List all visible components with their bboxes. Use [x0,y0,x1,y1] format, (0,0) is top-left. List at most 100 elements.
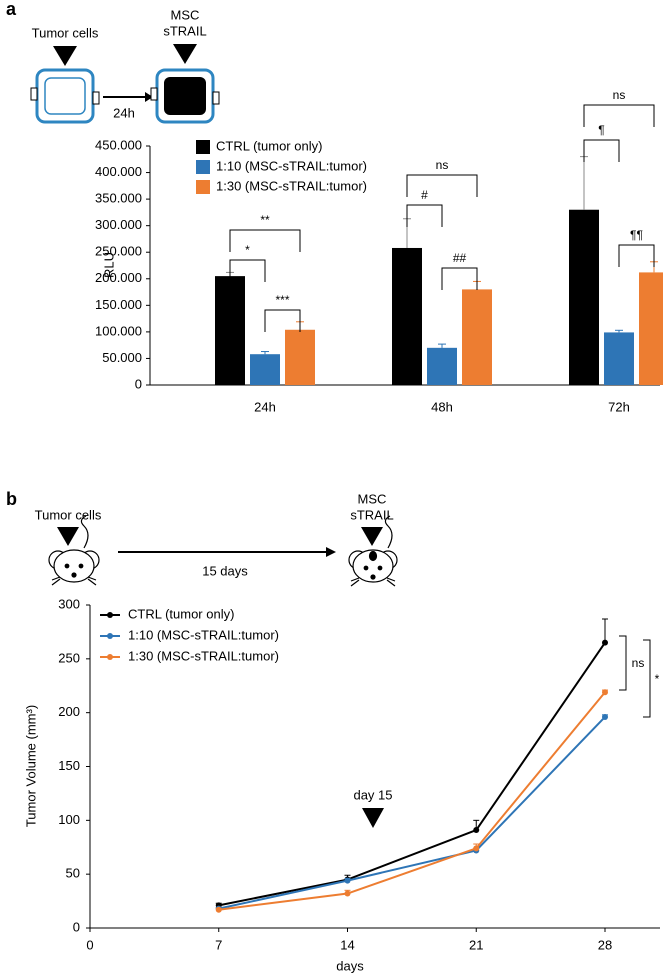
legend-swatch [196,160,210,174]
significance-label: ns [613,88,626,102]
x-tick-label: 21 [469,937,483,952]
y-tick-label: 50.000 [102,350,142,365]
y-tick-label: 0 [135,376,142,391]
mouse [348,515,398,587]
y-tick-label: 400.000 [95,164,142,179]
schematic-label: 15 days [202,563,248,578]
schematic-label: Tumor cells [35,507,102,522]
bar [462,289,492,385]
significance-label: # [421,188,428,202]
significance-label: * [655,672,660,686]
significance-label: ¶ [598,123,604,137]
bar [392,247,422,385]
significance-bracket [619,635,627,691]
y-tick-label: 50 [66,866,80,881]
panel-label: b [6,489,17,509]
significance-label: ns [436,158,449,172]
significance-label: ## [453,251,467,265]
point [602,689,608,696]
significance-bracket [618,244,655,267]
well-tab [150,87,158,101]
legend-marker [107,654,113,660]
well-tab [92,91,100,105]
schematic-label: sTRAIL [350,507,393,522]
bar [285,329,315,385]
point [602,713,608,720]
y-tick-label: 200 [58,704,80,719]
arrowhead [57,527,79,546]
y-tick-label: 450.000 [95,137,142,152]
bar [427,347,457,385]
x-tick-label: 72h [608,399,630,414]
y-tick-label: 250.000 [95,244,142,259]
arrowhead [53,46,77,66]
x-tick-label: 28 [598,937,612,952]
series-line [218,716,606,910]
annotation: day 15 [353,787,392,802]
legend-label: 1:30 (MSC-sTRAIL:tumor) [128,648,279,663]
annotation-arrow [362,808,384,828]
legend-swatch [196,180,210,194]
point [602,639,608,646]
series-line [218,691,606,911]
y-tick-label: 150 [58,758,80,773]
y-tick-label: 300 [58,596,80,611]
y-tick-label: 250 [58,650,80,665]
legend-swatch [196,140,210,154]
x-tick-label: 48h [431,399,453,414]
schematic-label: sTRAIL [163,23,206,38]
y-tick-label: 200.000 [95,270,142,285]
significance-bracket [583,139,620,162]
schematic-label: MSC [171,7,200,22]
significance-label: * [245,243,250,257]
significance-bracket [229,229,301,252]
point [215,906,222,913]
y-tick-label: 300.000 [95,217,142,232]
legend-label: CTRL (tumor only) [216,138,322,153]
significance-bracket [229,259,266,282]
bar [604,332,634,385]
well-tab [30,87,38,101]
legend-label: CTRL (tumor only) [128,606,234,621]
y-tick-label: 350.000 [95,191,142,206]
well-tab [212,91,220,105]
point [473,827,480,834]
significance-bracket [441,267,478,290]
schematic-label: 24h [113,105,135,120]
legend-label: 1:30 (MSC-sTRAIL:tumor) [216,178,367,193]
arrowhead [173,44,197,64]
significance-bracket [583,104,655,127]
legend-marker [107,612,113,618]
x-axis-label: days [336,958,364,973]
legend-marker [107,633,113,639]
point [344,877,351,884]
y-tick-label: 0 [73,919,80,934]
bar [569,209,599,385]
significance-label: *** [275,293,289,307]
series-line [218,642,606,907]
arrowhead [361,527,383,546]
arrowhead [326,547,336,557]
y-axis-label: RLU [101,252,116,278]
significance-label: ns [632,656,645,670]
x-tick-label: 7 [215,937,222,952]
well-inner [44,77,86,115]
significance-bracket [406,204,443,227]
x-tick-label: 24h [254,399,276,414]
significance-label: ¶¶ [630,228,643,242]
significance-label: ** [260,213,270,227]
well-inner [164,77,206,115]
bar [639,272,663,385]
x-tick-label: 14 [340,937,354,952]
x-tick-label: 0 [86,937,93,952]
significance-bracket [264,309,301,332]
mouse [48,515,100,586]
arrowhead [145,92,153,102]
point [473,845,480,852]
panel-label: a [6,0,17,19]
bar [215,276,245,385]
bar [250,354,280,385]
schematic-label: Tumor cells [32,25,99,40]
legend-label: 1:10 (MSC-sTRAIL:tumor) [128,627,279,642]
